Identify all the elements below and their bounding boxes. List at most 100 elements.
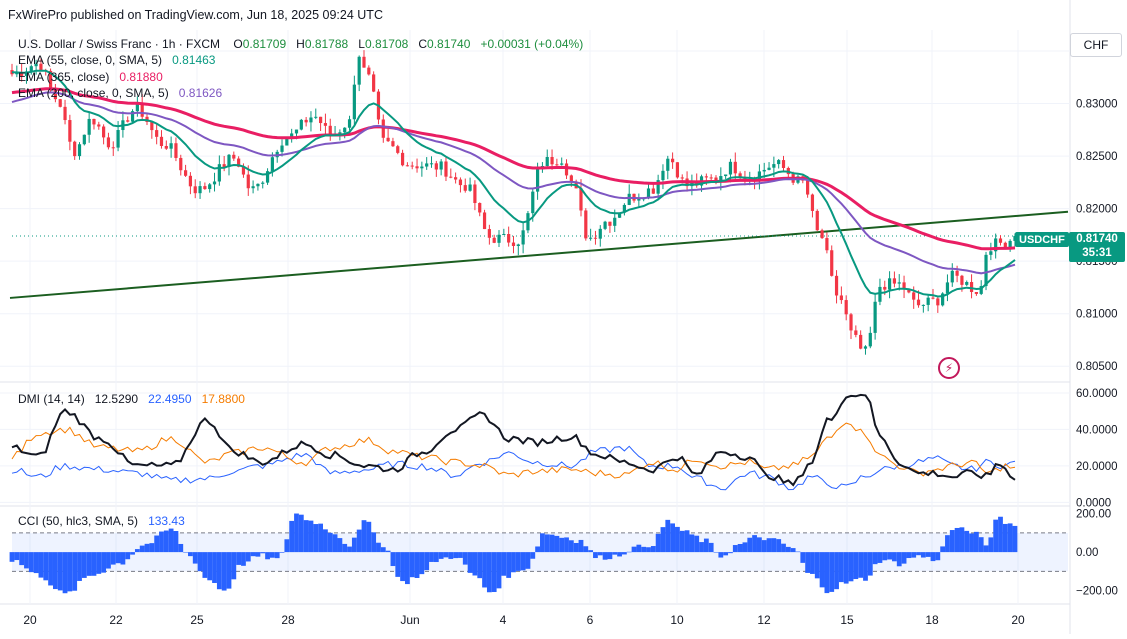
cci-bar: [279, 552, 285, 553]
cci-bar: [477, 552, 483, 579]
cci-bar: [964, 530, 970, 553]
candle-body: [916, 299, 921, 306]
candle-body: [39, 63, 43, 71]
candle-body: [680, 177, 684, 179]
candle-body: [844, 300, 848, 315]
candle-body: [381, 119, 385, 138]
candle-body: [1008, 240, 1012, 249]
candle-body: [762, 169, 766, 172]
cci-bar: [530, 552, 536, 559]
candle-body: [912, 292, 916, 300]
cci-bar: [945, 535, 950, 553]
cci-bar: [795, 551, 801, 553]
candle-body: [622, 204, 626, 213]
cci-bar: [501, 552, 507, 576]
cci-value: 133.43: [148, 514, 185, 528]
candle-body: [24, 71, 29, 76]
close-value: 0.81740: [427, 37, 471, 51]
candle-body: [579, 188, 583, 211]
cci-bar: [178, 543, 184, 553]
cci-bar: [395, 552, 401, 577]
candle-body: [454, 177, 458, 180]
cci-bar: [404, 552, 410, 585]
cci-bar: [472, 552, 478, 576]
candle-body: [666, 158, 670, 171]
cci-bar: [631, 546, 637, 553]
candle-body: [77, 144, 82, 157]
cci-bar: [843, 552, 849, 584]
dmi-legend[interactable]: DMI (14, 14) 12.5290 22.4950 17.8800: [18, 392, 245, 406]
cci-bar: [650, 546, 656, 553]
candle-body: [29, 66, 33, 72]
cci-bar: [429, 552, 434, 562]
candle-body: [227, 154, 231, 167]
cci-bar: [747, 537, 753, 553]
candle-body: [617, 212, 622, 218]
candle-body: [405, 165, 409, 167]
candle-body: [420, 166, 424, 169]
candle-body: [63, 106, 67, 121]
cci-bar: [342, 543, 348, 553]
currency-button[interactable]: CHF: [1070, 33, 1122, 57]
candle-body: [974, 292, 978, 294]
candle-body: [969, 282, 974, 293]
cci-bar: [1007, 523, 1013, 553]
candle-body: [646, 188, 651, 199]
ema55-legend[interactable]: EMA (55, close, 0, SMA, 5) 0.81463: [18, 53, 215, 67]
last-price-box: 0.81740 35:31: [1069, 232, 1125, 262]
candle-body: [106, 137, 111, 148]
cci-bar: [448, 552, 454, 559]
lightning-icon[interactable]: ⚡: [938, 357, 960, 379]
cci-legend[interactable]: CCI (50, hlc3, SMA, 5) 133.43: [18, 514, 185, 528]
candle-body: [738, 173, 742, 178]
candle-body: [887, 278, 892, 290]
dmi-plus-line: [11, 445, 1016, 491]
candle-body: [82, 134, 86, 145]
cci-bar: [390, 552, 396, 567]
dmi-tick-label: 60.0000: [1076, 388, 1118, 400]
cci-bar: [163, 530, 169, 553]
candle-body: [174, 143, 178, 158]
cci-bar: [578, 539, 584, 553]
cci-bar: [713, 552, 719, 553]
candle-body: [159, 136, 164, 147]
publisher-header: FxWirePro published on TradingView.com, …: [8, 8, 383, 22]
candle-body: [487, 229, 491, 238]
cci-bar: [154, 535, 160, 553]
candle-body: [304, 119, 308, 123]
cci-bar: [231, 552, 237, 580]
symbol-name[interactable]: U.S. Dollar / Swiss Franc · 1h · FXCM: [18, 37, 221, 51]
cci-bar: [458, 552, 463, 558]
cci-bar: [14, 552, 20, 561]
ema365-legend[interactable]: EMA (365, close) 0.81880: [18, 70, 163, 84]
candle-body: [164, 146, 168, 149]
candle-body: [290, 133, 294, 139]
candle-body: [338, 132, 342, 135]
high-label: H: [296, 37, 305, 51]
cci-bar: [462, 552, 468, 565]
cci-bar: [790, 548, 796, 553]
candle-body: [1013, 235, 1017, 241]
candle-body: [97, 124, 101, 127]
cci-bar: [882, 552, 888, 561]
candle-body: [155, 130, 159, 137]
time-tick-label: 12: [757, 613, 771, 627]
cci-bar: [916, 552, 921, 556]
cci-bar: [515, 552, 521, 571]
cci-bar: [376, 542, 381, 553]
cci-bar: [221, 552, 227, 591]
cci-bar: [491, 552, 497, 593]
cci-bar: [337, 538, 343, 553]
cci-bar: [607, 552, 613, 560]
dmi-value-2: 22.4950: [148, 392, 192, 406]
cci-bar: [737, 543, 743, 553]
cci-bar: [675, 526, 680, 553]
candle-body: [265, 171, 270, 183]
candle-body: [989, 251, 993, 255]
cci-tick-label: 200.00: [1076, 509, 1111, 521]
ema200-legend[interactable]: EMA (200, close, 0, SMA, 5) 0.81626: [18, 86, 222, 100]
cci-bar: [496, 552, 502, 589]
cci-bar: [19, 552, 25, 566]
